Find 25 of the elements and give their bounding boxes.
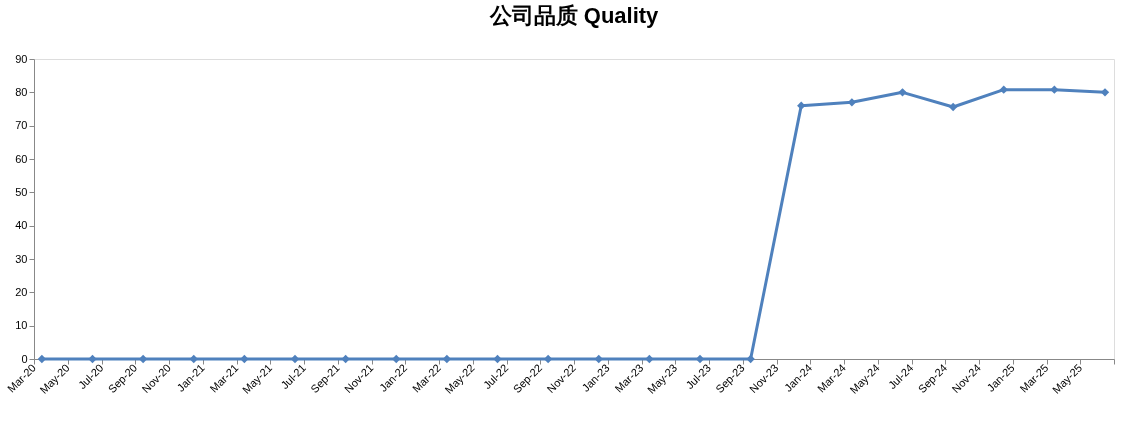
point xyxy=(898,88,907,97)
point xyxy=(746,354,755,364)
chart-title: 公司品质 Quality xyxy=(488,3,660,28)
y-tick-label: 30 xyxy=(15,252,28,265)
y-tick-label: 60 xyxy=(15,152,28,165)
point xyxy=(240,354,249,364)
y-tick-label: 50 xyxy=(15,185,28,198)
point xyxy=(948,102,958,112)
point xyxy=(341,354,350,364)
point xyxy=(1050,85,1059,94)
point xyxy=(594,354,603,364)
point xyxy=(493,354,502,364)
point xyxy=(88,354,97,364)
y-tick-label: 0 xyxy=(21,352,28,365)
y-tick-label: 40 xyxy=(15,219,28,232)
point xyxy=(189,354,198,364)
y-tick-label: 80 xyxy=(15,85,28,98)
y-tick-label: 10 xyxy=(15,319,28,332)
point xyxy=(392,354,401,364)
y-tick-label: 90 xyxy=(15,52,28,65)
point xyxy=(999,85,1008,94)
point xyxy=(1100,88,1110,97)
point xyxy=(645,354,654,364)
y-tick-label: 70 xyxy=(15,119,28,132)
y-tick-label: 20 xyxy=(15,285,28,298)
